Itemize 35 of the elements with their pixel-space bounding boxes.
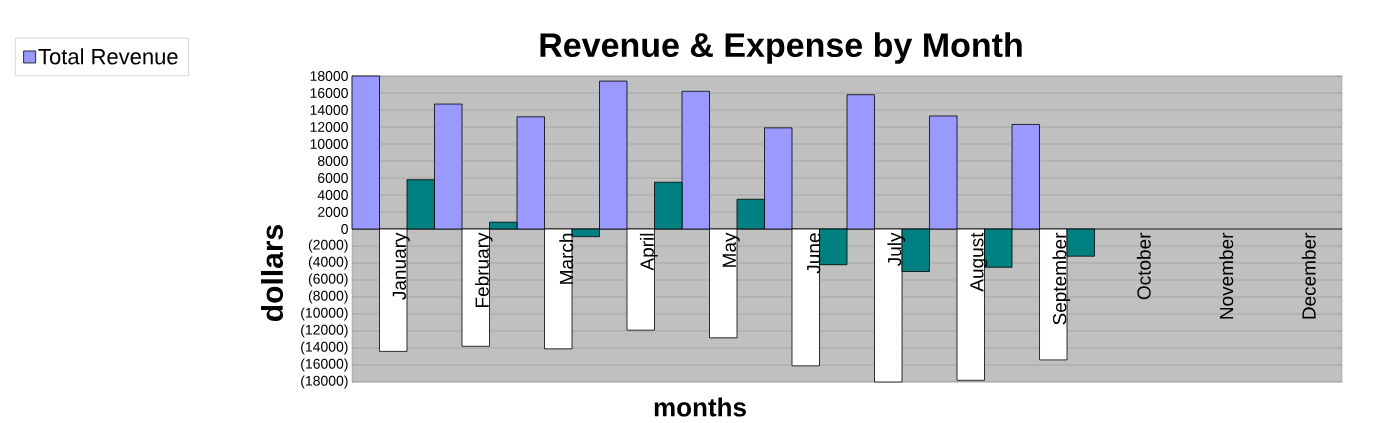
y-tick-label: 14000 <box>310 105 348 115</box>
y-tick-label: (16000) <box>301 358 348 372</box>
x-tick-label: September <box>1052 232 1071 325</box>
y-axis-title: dollars <box>261 225 284 321</box>
chart-title: Revenue & Expense by Month <box>540 32 1022 64</box>
y-tick-label: 18000 <box>310 71 348 81</box>
x-axis-title: months <box>654 397 746 417</box>
x-tick-label: January <box>392 232 410 300</box>
x-tick-label: June <box>807 233 821 274</box>
x-tick-label: December <box>1301 232 1316 319</box>
y-tick-label: (14000) <box>301 341 348 355</box>
x-tick-label: August <box>970 232 988 292</box>
x-tick-label: October <box>1136 232 1151 300</box>
y-tick-label: 8000 <box>317 156 348 166</box>
y-tick-label: (6000) <box>308 273 348 287</box>
y-tick-label: (10000) <box>301 307 348 321</box>
y-tick-label: 10000 <box>310 139 348 149</box>
x-tick-label: April <box>639 233 658 271</box>
x-tick-label: May <box>722 232 740 267</box>
y-tick-label: (4000) <box>308 256 348 270</box>
y-tick-label: 0 <box>341 224 348 234</box>
y-tick-label: 6000 <box>318 173 348 183</box>
x-tick-label: February <box>474 232 493 307</box>
y-tick-label: 12000 <box>310 122 348 132</box>
y-tick-label: 2000 <box>318 207 348 217</box>
y-tick-label: 16000 <box>310 88 348 98</box>
x-tick-label: July <box>887 232 906 267</box>
x-tick-label: November <box>1219 232 1234 319</box>
legend-label: Total Revenue <box>38 48 178 65</box>
y-tick-label: (12000) <box>301 324 348 338</box>
x-tick-label: March <box>559 233 574 284</box>
y-tick-label: (8000) <box>308 290 348 304</box>
y-tick-label: (2000) <box>308 239 348 253</box>
y-tick-label: (18000) <box>301 375 348 389</box>
y-tick-label: 4000 <box>317 190 348 200</box>
